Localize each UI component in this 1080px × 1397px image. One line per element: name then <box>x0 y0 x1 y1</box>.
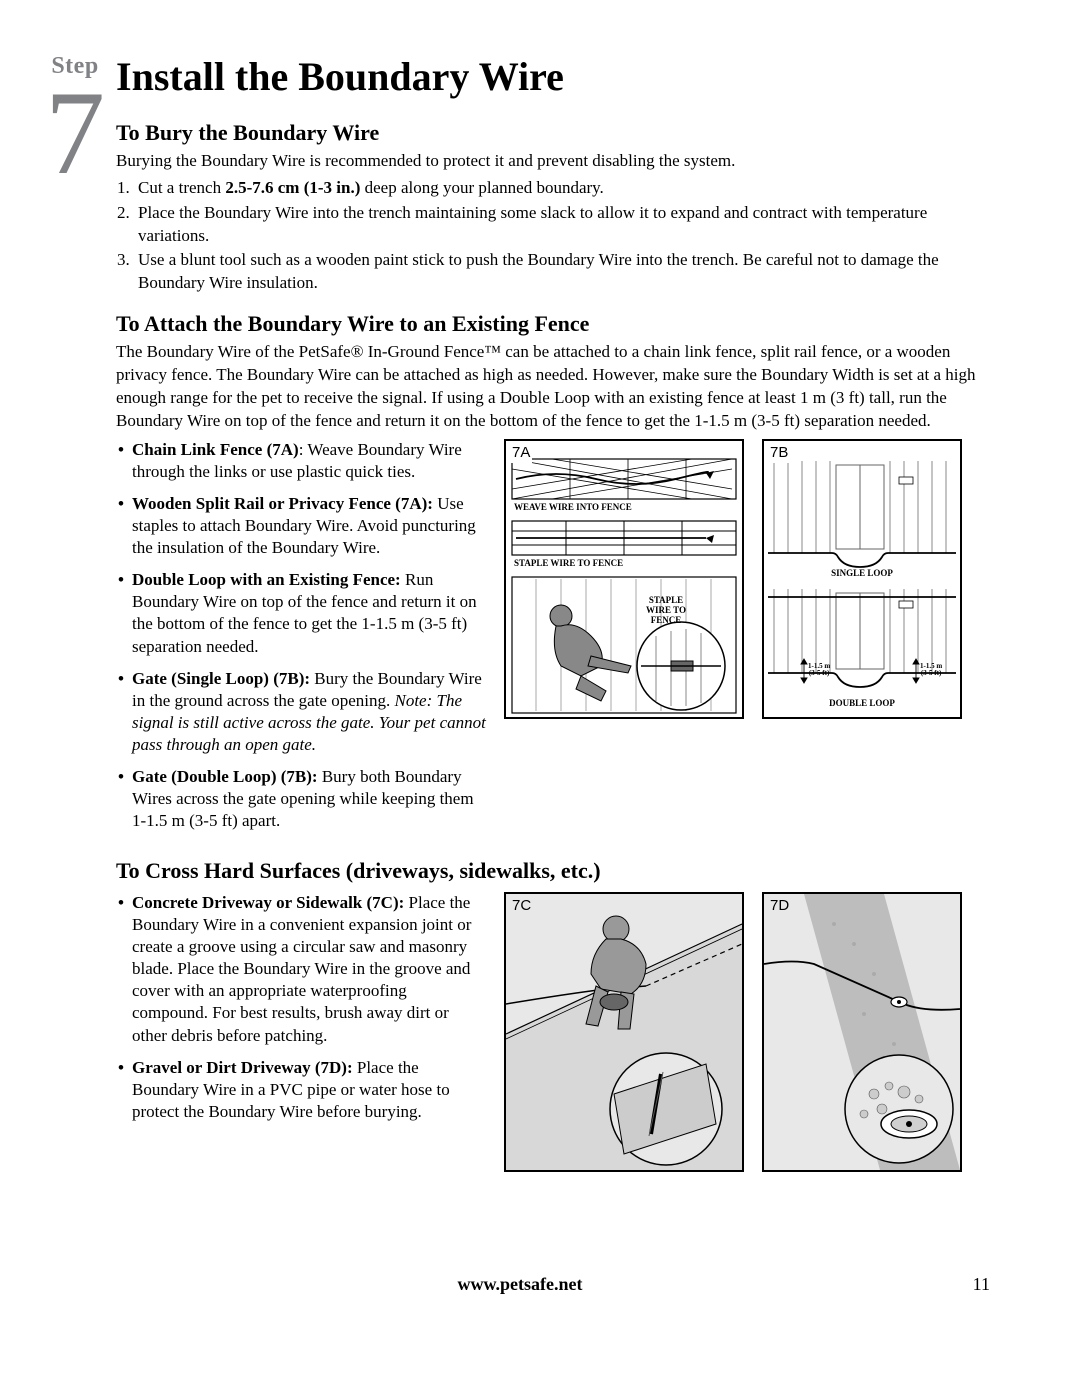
list-item: Cut a trench 2.5-7.6 cm (1-3 in.) deep a… <box>134 177 1000 200</box>
section2-text-column: Chain Link Fence (7A): Weave Boundary Wi… <box>116 439 486 843</box>
bold-text: Concrete Driveway or Sidewalk (7C): <box>132 893 404 912</box>
figure-7a-svg <box>506 441 742 717</box>
list-item: Chain Link Fence (7A): Weave Boundary Wi… <box>116 439 486 483</box>
figure-7d: 7D <box>762 892 962 1172</box>
figure-caption: WEAVE WIRE INTO FENCE <box>514 503 632 513</box>
figure-dim: 1-1.5 m(3-5 ft) <box>920 663 942 678</box>
section3-bullets: Concrete Driveway or Sidewalk (7C): Plac… <box>116 892 486 1123</box>
text: (3-5 ft) <box>809 669 829 677</box>
list-item: Concrete Driveway or Sidewalk (7C): Plac… <box>116 892 486 1047</box>
bold-text: Gate (Double Loop) (7B): <box>132 767 318 786</box>
list-item: Use a blunt tool such as a wooden paint … <box>134 249 1000 295</box>
section2-heading: To Attach the Boundary Wire to an Existi… <box>116 309 1000 339</box>
section3-text-column: Concrete Driveway or Sidewalk (7C): Plac… <box>116 892 486 1172</box>
bold-text: 2.5-7.6 cm (1-3 in.) <box>225 178 360 197</box>
figure-7c-svg <box>506 894 742 1170</box>
section2-figure-column: 7A <box>504 439 1000 843</box>
section2-intro: The Boundary Wire of the PetSafe® In-Gro… <box>116 341 1000 433</box>
section1-heading: To Bury the Boundary Wire <box>116 118 1000 148</box>
text: (3-5 ft) <box>921 669 941 677</box>
step-column: Step 7 <box>40 50 110 1172</box>
bold-text: Chain Link Fence (7A) <box>132 440 299 459</box>
section3-columns: Concrete Driveway or Sidewalk (7C): Plac… <box>116 892 1000 1172</box>
figure-7a: 7A <box>504 439 744 719</box>
page-footer: www.petsafe.net 11 <box>40 1272 1000 1296</box>
bold-text: Double Loop with an Existing Fence: <box>132 570 401 589</box>
figure-7c: 7C <box>504 892 744 1172</box>
bold-text: Wooden Split Rail or Privacy Fence (7A): <box>132 494 433 513</box>
figure-caption: STAPLE WIRE TO FENCE <box>636 596 696 626</box>
bold-text: Gravel or Dirt Driveway (7D): <box>132 1058 353 1077</box>
section1-intro: Burying the Boundary Wire is recommended… <box>116 150 1000 173</box>
step-number: 7 <box>40 82 110 184</box>
text: Cut a trench <box>138 178 225 197</box>
section1-list: Cut a trench 2.5-7.6 cm (1-3 in.) deep a… <box>134 177 1000 296</box>
figure-caption: STAPLE WIRE TO FENCE <box>514 559 623 569</box>
figure-caption: DOUBLE LOOP <box>764 699 960 709</box>
figure-label: 7B <box>768 443 790 463</box>
figure-dim: 1-1.5 m(3-5 ft) <box>808 663 830 678</box>
figure-label: 7A <box>510 443 532 463</box>
list-item: Wooden Split Rail or Privacy Fence (7A):… <box>116 493 486 559</box>
list-item: Gate (Single Loop) (7B): Bury the Bounda… <box>116 668 486 756</box>
list-item: Gate (Double Loop) (7B): Bury both Bound… <box>116 766 486 832</box>
list-item: Gravel or Dirt Driveway (7D): Place the … <box>116 1057 486 1123</box>
section3-figure-column: 7C <box>504 892 1000 1172</box>
figure-7b: 7B <box>762 439 962 719</box>
footer-url: www.petsafe.net <box>90 1272 950 1296</box>
text: Place the Boundary Wire in a convenient … <box>132 893 471 1045</box>
figure-label: 7D <box>768 896 791 916</box>
text: deep along your planned boundary. <box>360 178 603 197</box>
figure-caption: SINGLE LOOP <box>764 569 960 579</box>
list-item: Place the Boundary Wire into the trench … <box>134 202 1000 248</box>
section3-heading: To Cross Hard Surfaces (driveways, sidew… <box>116 856 1000 886</box>
figure-label: 7C <box>510 896 533 916</box>
figure-7d-svg <box>764 894 960 1170</box>
section2-columns: Chain Link Fence (7A): Weave Boundary Wi… <box>116 439 1000 843</box>
list-item: Double Loop with an Existing Fence: Run … <box>116 569 486 657</box>
section2-bullets: Chain Link Fence (7A): Weave Boundary Wi… <box>116 439 486 833</box>
page: Step 7 Install the Boundary Wire To Bury… <box>40 50 1000 1172</box>
page-title: Install the Boundary Wire <box>116 50 1000 104</box>
content-column: Install the Boundary Wire To Bury the Bo… <box>110 50 1000 1172</box>
page-number: 11 <box>950 1272 990 1296</box>
bold-text: Gate (Single Loop) (7B): <box>132 669 310 688</box>
